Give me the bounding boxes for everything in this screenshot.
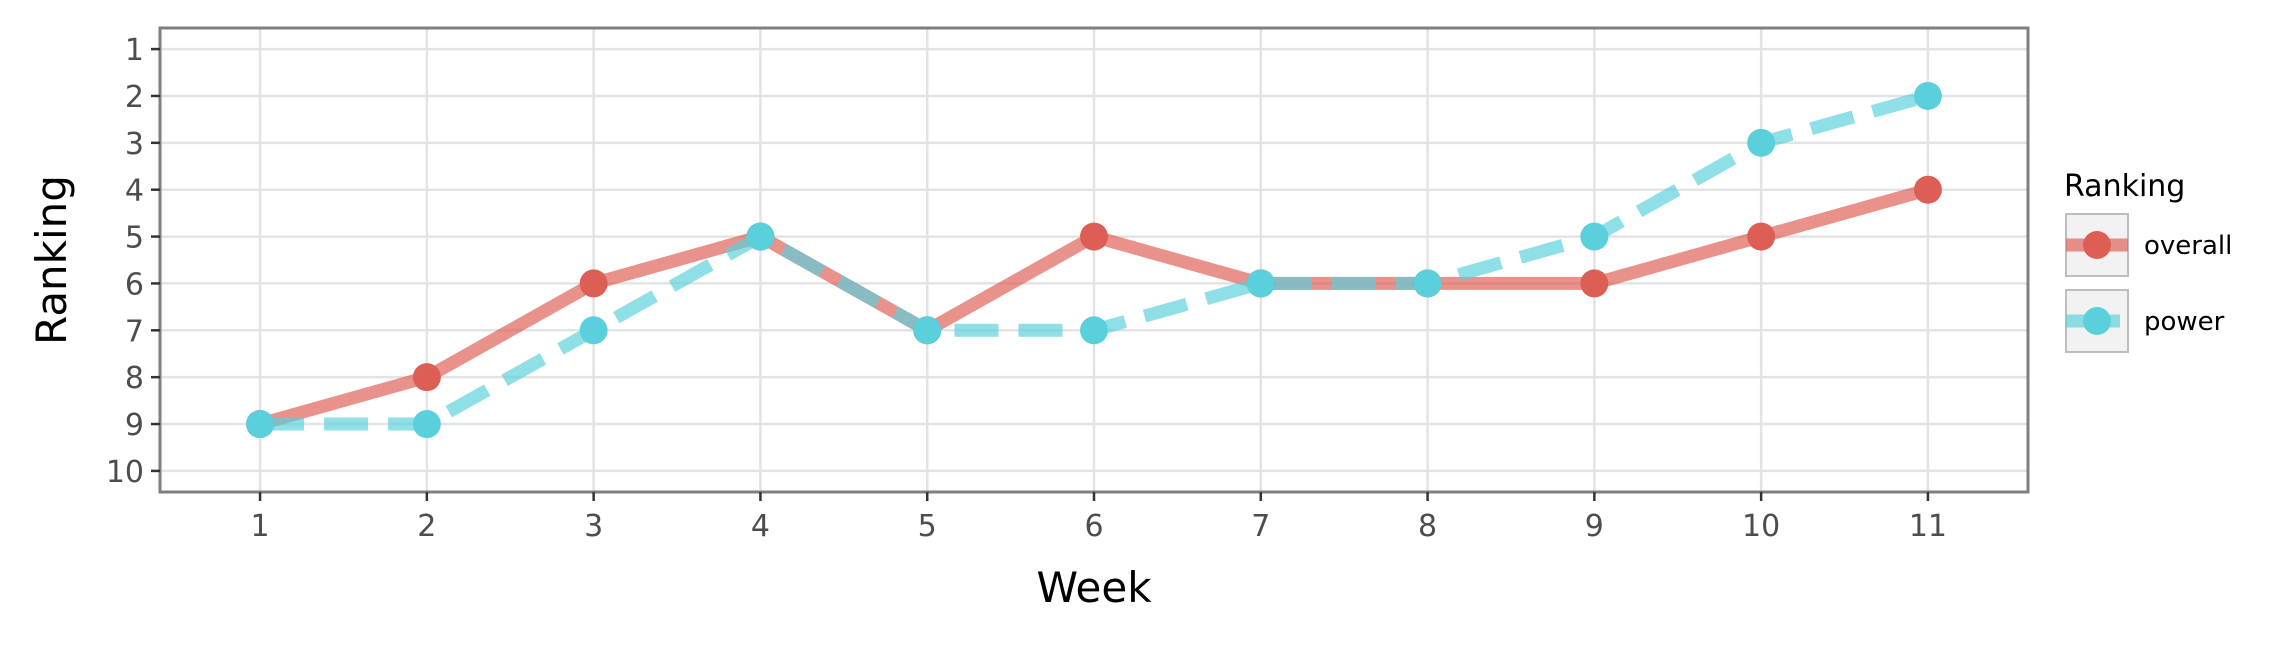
data-point-power — [412, 410, 441, 439]
x-tick-label: 4 — [751, 509, 770, 544]
series-points — [246, 81, 1942, 439]
legend: Ranking overall power — [2064, 169, 2232, 353]
y-tick-label: 7 — [125, 314, 144, 349]
y-tick-label: 8 — [125, 361, 144, 396]
x-axis: 1 2 3 4 5 6 7 8 9 10 11 — [251, 492, 1947, 544]
y-tick-label: 2 — [125, 80, 144, 115]
y-tick-label: 3 — [125, 127, 144, 162]
data-point-overall — [412, 363, 441, 392]
x-axis-title: Week — [1036, 563, 1152, 612]
data-point-power — [579, 316, 608, 345]
y-tick-label: 9 — [125, 408, 144, 443]
x-tick-label: 8 — [1418, 509, 1437, 544]
y-tick-label: 1 — [125, 33, 144, 68]
data-point-power — [746, 222, 775, 251]
data-point-overall — [1913, 175, 1942, 204]
y-tick-label: 5 — [125, 221, 144, 256]
y-axis: 1 2 3 4 5 6 7 8 9 10 — [106, 33, 160, 490]
data-point-power — [246, 410, 275, 439]
data-point-overall — [1080, 222, 1108, 251]
data-point-power — [1913, 81, 1942, 110]
x-tick-label: 5 — [918, 509, 937, 544]
data-point-overall — [579, 269, 608, 298]
data-point-power — [1413, 269, 1442, 298]
x-tick-label: 3 — [584, 509, 603, 544]
data-point-power — [1246, 269, 1275, 298]
data-point-overall — [1580, 269, 1609, 298]
data-point-power — [1747, 128, 1776, 157]
x-tick-label: 10 — [1742, 509, 1780, 544]
legend-label-power: power — [2144, 307, 2225, 337]
x-tick-label: 9 — [1585, 509, 1604, 544]
data-point-overall — [1747, 222, 1776, 251]
x-tick-label: 7 — [1251, 509, 1270, 544]
x-tick-label: 2 — [417, 509, 436, 544]
x-tick-label: 6 — [1084, 509, 1103, 544]
data-point-power — [1580, 222, 1609, 251]
x-tick-label: 11 — [1909, 509, 1947, 544]
legend-key-marker — [2083, 307, 2111, 335]
y-tick-label: 10 — [106, 455, 144, 490]
x-tick-label: 1 — [251, 509, 270, 544]
y-tick-label: 6 — [125, 267, 144, 302]
data-point-power — [1080, 316, 1108, 345]
y-axis-title: Ranking — [27, 175, 76, 345]
data-point-power — [913, 316, 942, 345]
legend-title: Ranking — [2064, 169, 2185, 204]
y-tick-label: 4 — [125, 174, 144, 209]
legend-key-marker — [2083, 231, 2111, 259]
legend-label-overall: overall — [2144, 231, 2232, 261]
